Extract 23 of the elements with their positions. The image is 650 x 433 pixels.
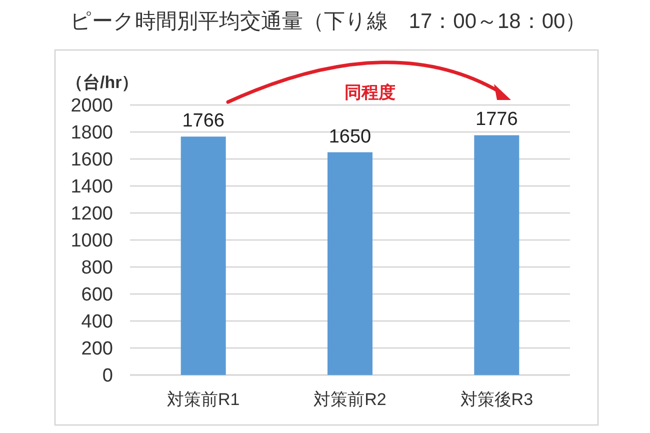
data-label: 1650 <box>328 126 372 148</box>
y-tick-label: 400 <box>81 312 113 333</box>
bar <box>474 135 520 375</box>
x-tick-label: 対策後R3 <box>460 390 534 409</box>
y-tick-label: 1400 <box>70 176 113 198</box>
y-tick-label: 600 <box>81 284 113 306</box>
bar <box>180 136 226 375</box>
y-tick-label: 1000 <box>70 230 113 252</box>
chart-title: ピーク時間別平均交通量（下り線 17：00～18：00） <box>70 10 586 33</box>
text: 同程度 <box>344 83 396 102</box>
data-label: 1776 <box>476 109 518 130</box>
data-label: 1766 <box>182 110 224 132</box>
y-tick-label: 0 <box>102 366 113 387</box>
y-tick-label: 1600 <box>70 150 113 171</box>
x-tick-label: 対策前R1 <box>166 390 240 409</box>
y-tick-label: 1200 <box>70 204 113 225</box>
y-axis-title: （台/hr） <box>66 73 139 92</box>
y-tick-label: 2000 <box>70 96 113 117</box>
y-tick-label: 800 <box>81 258 113 279</box>
x-tick-label: 対策前R2 <box>314 390 386 409</box>
y-tick-label: 200 <box>81 338 113 360</box>
bar <box>328 152 372 375</box>
y-tick-label: 1800 <box>70 122 113 144</box>
